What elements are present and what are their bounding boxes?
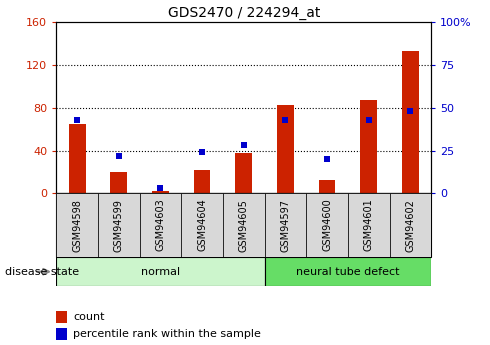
Point: [240, 142, 247, 148]
Bar: [277, 105, 294, 193]
Text: neural tube defect: neural tube defect: [296, 267, 400, 277]
Text: GSM94604: GSM94604: [197, 199, 207, 252]
Text: GSM94597: GSM94597: [280, 199, 291, 252]
Bar: [402, 51, 418, 193]
Text: GSM94605: GSM94605: [239, 199, 249, 252]
Text: disease state: disease state: [5, 267, 79, 277]
Text: GSM94603: GSM94603: [155, 199, 166, 252]
Bar: [56, 310, 67, 323]
Text: GSM94600: GSM94600: [322, 199, 332, 252]
Bar: [265, 193, 306, 257]
Text: GSM94602: GSM94602: [405, 199, 416, 252]
Bar: [98, 193, 140, 257]
Point: [115, 153, 122, 158]
Bar: [56, 328, 67, 340]
Text: normal: normal: [141, 267, 180, 277]
Bar: [140, 193, 181, 257]
Bar: [56, 193, 98, 257]
Bar: [306, 193, 348, 257]
Bar: [223, 193, 265, 257]
Point: [156, 185, 164, 191]
Bar: [235, 152, 252, 193]
Point: [73, 117, 81, 122]
Bar: [110, 172, 127, 193]
Bar: [390, 193, 431, 257]
Bar: [318, 180, 335, 193]
Bar: [56, 257, 265, 286]
Bar: [348, 193, 390, 257]
Bar: [360, 100, 377, 193]
Title: GDS2470 / 224294_at: GDS2470 / 224294_at: [168, 6, 320, 20]
Text: GSM94599: GSM94599: [114, 199, 124, 252]
Bar: [69, 124, 85, 193]
Point: [198, 149, 206, 155]
Text: count: count: [74, 312, 105, 322]
Bar: [265, 257, 431, 286]
Bar: [152, 191, 169, 193]
Point: [365, 117, 372, 122]
Bar: [194, 170, 210, 193]
Point: [323, 156, 331, 162]
Text: GSM94601: GSM94601: [364, 199, 374, 252]
Point: [281, 117, 289, 122]
Point: [406, 108, 414, 114]
Text: GSM94598: GSM94598: [72, 199, 82, 252]
Text: percentile rank within the sample: percentile rank within the sample: [74, 329, 261, 339]
Bar: [181, 193, 223, 257]
